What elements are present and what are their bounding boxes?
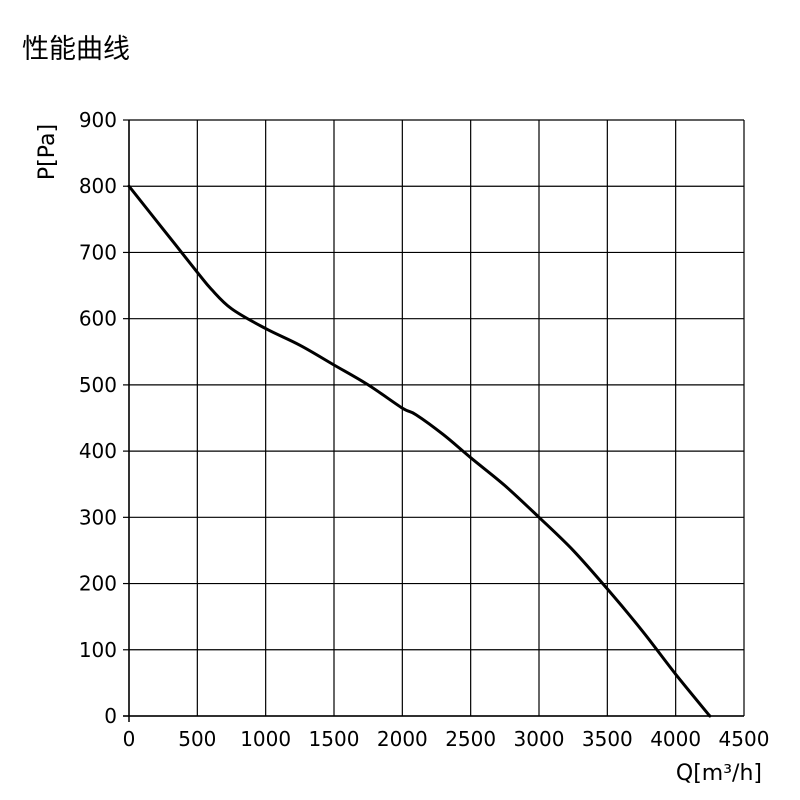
tick-labels: 0 500 1000 1500 2000 2500 3000 3500 4000 4500 0 100…	[79, 108, 770, 751]
x-tick-label: 4500	[719, 727, 770, 751]
x-tick-label: 2000	[377, 727, 428, 751]
x-tick-label: 500	[178, 727, 216, 751]
x-tick-label: 3500	[582, 727, 633, 751]
x-tick-label: 4000	[650, 727, 701, 751]
y-axis-label: P[Pa]	[35, 124, 60, 180]
y-tick-label: 500	[79, 373, 117, 397]
y-tick-label: 100	[79, 638, 117, 662]
axes	[123, 119, 744, 722]
performance-curve	[127, 184, 712, 718]
y-tick-label: 200	[79, 572, 117, 596]
x-tick-label: 3000	[514, 727, 565, 751]
y-tick-label: 300	[79, 505, 117, 529]
y-tick-label: 700	[79, 240, 117, 264]
y-tick-label: 900	[79, 108, 117, 132]
chart-title: 性能曲线	[22, 34, 130, 65]
x-tick-label: 1500	[309, 727, 360, 751]
y-tick-label: 600	[79, 307, 117, 331]
x-tick-label: 2500	[445, 727, 496, 751]
y-tick-label: 0	[104, 704, 117, 728]
y-tick-label: 800	[79, 174, 117, 198]
x-axis-label: Q[m³/h]	[676, 761, 762, 786]
x-tick-label: 1000	[240, 727, 291, 751]
series	[127, 184, 712, 718]
grid	[128, 119, 745, 717]
x-tick-label: 0	[123, 727, 136, 751]
y-tick-label: 400	[79, 439, 117, 463]
